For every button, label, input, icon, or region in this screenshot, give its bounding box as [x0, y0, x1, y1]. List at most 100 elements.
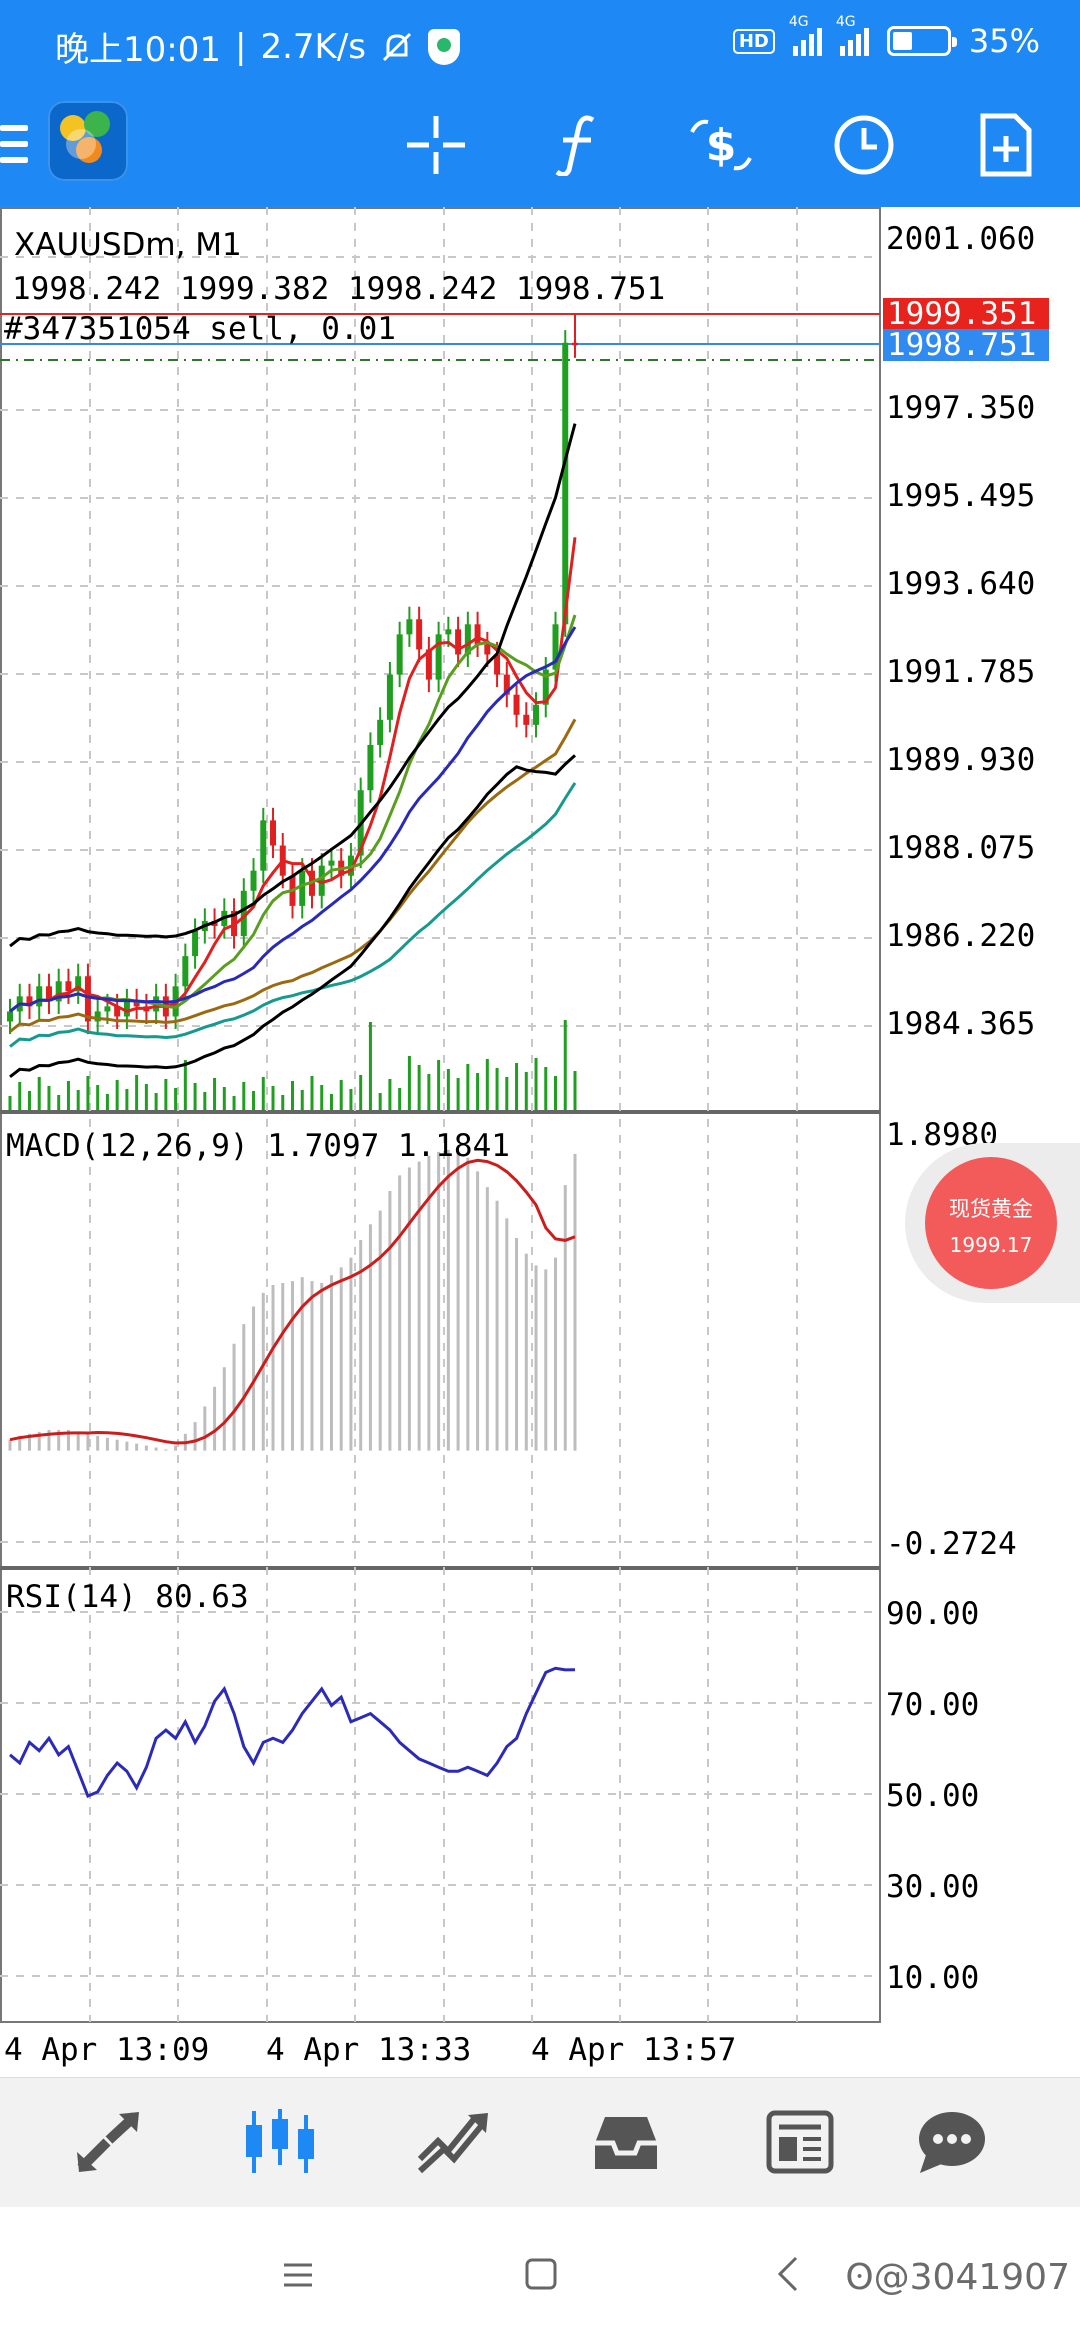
candle-body	[65, 981, 72, 992]
rsi-axis-label: 90.00	[886, 1596, 980, 1632]
ask-price-tag: 1998.751	[883, 329, 1049, 361]
indicators-function-icon[interactable]	[540, 107, 616, 183]
candle-body	[45, 986, 52, 1002]
chart-candles-icon[interactable]	[240, 2106, 320, 2178]
candle-body	[367, 744, 374, 791]
ohlc-values: 1998.242 1999.382 1998.242 1998.751	[12, 271, 666, 307]
bid-price-tag: 1999.351	[883, 298, 1049, 330]
moving-average-slow	[9, 626, 577, 1013]
bollinger-upper	[9, 423, 577, 948]
rsi-axis-label: 50.00	[886, 1778, 980, 1814]
candle-body	[260, 820, 267, 871]
candle-body	[328, 860, 335, 866]
back-icon[interactable]	[776, 2255, 800, 2297]
candle-body	[542, 669, 549, 705]
price-axis-label: 1991.785	[886, 654, 1036, 690]
price-axis-label: 1993.640	[886, 566, 1036, 602]
candle-body	[377, 719, 384, 745]
macd-axis-bottom: -0.2724	[886, 1526, 1017, 1562]
candle-body	[114, 1006, 121, 1017]
metatrader-logo-icon[interactable]	[48, 101, 128, 181]
moving-average-100	[9, 782, 577, 1048]
bottom-navigation	[0, 2077, 1080, 2207]
candle-body	[513, 694, 520, 715]
candle-body	[464, 624, 471, 655]
candle-body	[26, 996, 33, 1007]
rsi-axis-label: 10.00	[886, 1960, 980, 1996]
symbol-title: XAUUSDm, M1	[14, 227, 242, 263]
crosshair-icon[interactable]	[398, 107, 474, 183]
menu-icon[interactable]	[0, 125, 28, 173]
quotes-arrows-icon[interactable]	[68, 2106, 148, 2178]
trade-trend-icon[interactable]	[414, 2106, 494, 2178]
svg-text:$: $	[706, 120, 737, 171]
candle-body	[133, 1001, 140, 1007]
time-axis-label: 4 Apr 13:57	[531, 2032, 737, 2068]
news-newspaper-icon[interactable]	[760, 2106, 840, 2178]
price-axis-label: 1984.365	[886, 1006, 1036, 1042]
quote-price: 1999.17	[949, 1233, 1033, 1257]
candle-body	[406, 619, 413, 635]
candle-body	[182, 956, 189, 987]
symbols-dollar-icon[interactable]: $	[683, 107, 759, 183]
quote-name: 现货黄金	[949, 1197, 1033, 1221]
mute-notification-icon	[382, 32, 412, 61]
candle-body	[240, 890, 247, 937]
bollinger-lower	[9, 754, 577, 1078]
rsi-axis-label: 70.00	[886, 1687, 980, 1723]
messages-chat-icon[interactable]	[912, 2106, 992, 2178]
price-axis-label: 2001.060	[886, 221, 1036, 257]
home-icon[interactable]	[524, 2257, 558, 2295]
status-bar: 晚上10:01 | 2.7K/s HD 4G 4G 35%	[0, 0, 1080, 95]
security-shield-icon	[428, 28, 460, 65]
candle-body	[55, 981, 62, 1002]
watermark-logo-icon: ʘ	[845, 2257, 874, 2298]
history-inbox-icon[interactable]	[586, 2106, 666, 2178]
candle-body	[435, 634, 442, 680]
price-axis-label: 1988.075	[886, 830, 1036, 866]
order-line-label: #347351054 sell, 0.01	[4, 311, 396, 347]
price-axis-label: 1986.220	[886, 918, 1036, 954]
floating-quote-badge[interactable]: 现货黄金 1999.17	[905, 1143, 1080, 1303]
timeframe-clock-icon[interactable]	[826, 107, 902, 183]
candle-body	[552, 624, 559, 670]
candle-body	[270, 820, 277, 846]
candle-body	[484, 644, 491, 655]
candle-body	[94, 1011, 101, 1022]
candle-body	[250, 870, 257, 891]
candle-body	[523, 714, 530, 725]
network-speed: 2.7K/s	[260, 26, 366, 67]
candle-body	[474, 624, 481, 645]
candle-body	[386, 674, 393, 720]
price-chart[interactable]	[0, 207, 1080, 2077]
candle-body	[562, 342, 569, 625]
time-axis-label: 4 Apr 13:09	[4, 2032, 210, 2068]
recent-apps-icon[interactable]	[282, 2259, 314, 2295]
candle-body	[84, 976, 91, 1022]
moving-average-fast	[9, 537, 577, 1014]
candle-body	[396, 634, 403, 675]
candle-body	[318, 865, 325, 896]
candle-body	[104, 1006, 111, 1012]
rsi-line	[9, 1666, 576, 1798]
quote-bubble[interactable]: 现货黄金 1999.17	[925, 1157, 1057, 1289]
candle-body	[123, 1001, 130, 1017]
candle-body	[75, 976, 82, 992]
battery-icon	[886, 26, 957, 56]
candle-body	[533, 704, 540, 725]
rsi-label: RSI(14) 80.63	[6, 1579, 249, 1615]
price-axis-label: 1995.495	[886, 478, 1036, 514]
candle-body	[36, 986, 43, 1007]
candle-body	[416, 619, 423, 650]
candle-body	[425, 649, 432, 680]
candle-body	[299, 870, 306, 906]
moving-average-50	[9, 718, 577, 1033]
price-axis-label: 1989.930	[886, 742, 1036, 778]
time-axis-label: 4 Apr 13:33	[266, 2032, 472, 2068]
new-order-icon[interactable]	[968, 107, 1044, 183]
candle-body	[494, 654, 501, 675]
chart-area[interactable]: XAUUSDm, M1 1998.242 1999.382 1998.242 1…	[0, 207, 1080, 2077]
candle-body	[7, 1011, 13, 1022]
price-axis-label: 1997.350	[886, 390, 1036, 426]
system-navigation-bar: ʘ@3041907	[0, 2207, 1080, 2340]
